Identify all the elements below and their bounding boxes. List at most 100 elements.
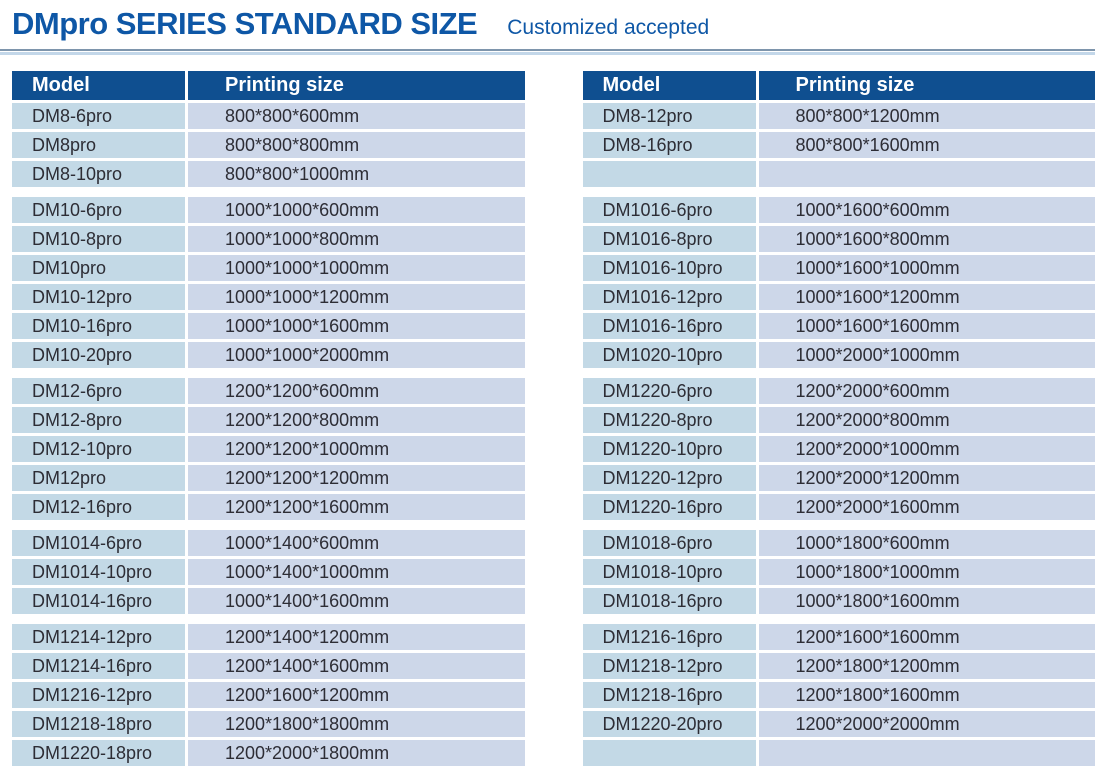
table-row: DM1020-10pro 1000*2000*1000mm [582,342,1095,368]
printing-size-cell: 1200*1800*1200mm [758,653,1095,679]
table-row: DM1218-16pro 1200*1800*1600mm [582,682,1095,708]
model-cell: DM1216-16pro [582,624,756,650]
printing-size-cell: 1000*1600*1000mm [758,255,1095,281]
page-title: DMpro SERIES STANDARD SIZE [12,6,478,41]
model-cell: DM1220-18pro [12,740,185,766]
table-row: DM1018-6pro 1000*1800*600mm [582,530,1095,556]
model-header-cell: Model [12,71,185,100]
model-cell: DM1218-18pro [12,711,185,737]
printing-size-cell: 1200*1200*600mm [188,378,525,404]
model-cell: DM1218-12pro [582,653,756,679]
model-cell: DM1220-6pro [582,378,756,404]
model-cell: DM1216-12pro [12,682,185,708]
table-row: DM1014-10pro 1000*1400*1000mm [12,559,525,585]
size-table-right: Model Printing size DM8-12pro 800*800*1200m… [582,71,1095,769]
table-row: DM1216-12pro 1200*1600*1200mm [12,682,525,708]
model-cell: DM1016-8pro [582,226,756,252]
title-divider [0,49,1095,55]
table-header-row: Model Printing size [582,71,1095,100]
model-cell: DM1220-20pro [582,711,756,737]
table-row: DM1014-16pro 1000*1400*1600mm [12,588,525,614]
table-row: DM8-12pro 800*800*1200mm [582,103,1095,129]
table-row: DM1220-20pro 1200*2000*2000mm [582,711,1095,737]
printing-size-cell: 1000*1400*600mm [188,530,525,556]
table-row: DM8pro 800*800*800mm [12,132,525,158]
printing-size-cell: 1000*1000*2000mm [188,342,525,368]
printing-size-cell: 1200*1200*800mm [188,407,525,433]
table-row: DM1018-16pro 1000*1800*1600mm [582,588,1095,614]
table-group: DM10-6pro 1000*1000*600mm DM10-8pro 1000*10… [12,197,525,368]
table-row: DM12-16pro 1200*1200*1600mm [12,494,525,520]
table-row: DM10pro 1000*1000*1000mm [12,255,525,281]
printing-size-cell: 1000*1000*1000mm [188,255,525,281]
printing-size-cell: 1000*1800*1000mm [758,559,1095,585]
table-group: DM12-6pro 1200*1200*600mm DM12-8pro 1200*12… [12,378,525,520]
printing-size-cell: 1200*2000*600mm [758,378,1095,404]
printing-size-cell: 1200*1200*1000mm [188,436,525,462]
printing-size-cell: 1200*2000*1200mm [758,465,1095,491]
table-group: DM1018-6pro 1000*1800*600mm DM1018-10pro 10… [582,530,1095,614]
table-row: DM1216-16pro 1200*1600*1600mm [582,624,1095,650]
model-cell: DM10-6pro [12,197,185,223]
table-row: DM1016-6pro 1000*1600*600mm [582,197,1095,223]
table-row [582,161,1095,187]
table-row: DM12pro 1200*1200*1200mm [12,465,525,491]
printing-size-cell: 1200*1600*1200mm [188,682,525,708]
model-cell [582,161,756,187]
model-cell: DM1218-16pro [582,682,756,708]
model-header-cell: Model [582,71,756,100]
printing-size-cell: 1000*1600*800mm [758,226,1095,252]
table-group: DM1214-12pro 1200*1400*1200mm DM1214-16pro… [12,624,525,766]
table-row: DM10-6pro 1000*1000*600mm [12,197,525,223]
table-row: DM1014-6pro 1000*1400*600mm [12,530,525,556]
model-cell: DM8pro [12,132,185,158]
table-row: DM1214-12pro 1200*1400*1200mm [12,624,525,650]
table-group: DM8-12pro 800*800*1200mm DM8-16pro 800*800*… [582,103,1095,187]
printing-size-cell: 1200*1400*1200mm [188,624,525,650]
size-table-left: Model Printing size DM8-6pro 800*800*600mm D… [12,71,525,769]
printing-size-cell: 1200*1400*1600mm [188,653,525,679]
printing-size-cell: 1000*1600*600mm [758,197,1095,223]
model-cell: DM1018-16pro [582,588,756,614]
model-cell: DM12pro [12,465,185,491]
table-row: DM12-6pro 1200*1200*600mm [12,378,525,404]
printing-size-cell [758,740,1095,766]
model-cell: DM1214-12pro [12,624,185,650]
table-row: DM1220-16pro 1200*2000*1600mm [582,494,1095,520]
printing-size-header-cell: Printing size [188,71,525,100]
model-cell: DM1018-10pro [582,559,756,585]
table-row: DM8-16pro 800*800*1600mm [582,132,1095,158]
table-row: DM1220-12pro 1200*2000*1200mm [582,465,1095,491]
printing-size-cell: 1000*1400*1600mm [188,588,525,614]
model-cell: DM8-10pro [12,161,185,187]
table-row: DM1016-8pro 1000*1600*800mm [582,226,1095,252]
printing-size-cell: 1200*1200*1200mm [188,465,525,491]
table-row: DM1218-12pro 1200*1800*1200mm [582,653,1095,679]
model-cell: DM1016-16pro [582,313,756,339]
model-cell: DM8-12pro [582,103,756,129]
model-cell: DM1018-6pro [582,530,756,556]
printing-size-cell: 800*800*1000mm [188,161,525,187]
table-row: DM1016-10pro 1000*1600*1000mm [582,255,1095,281]
divider-dark-line [0,49,1095,51]
printing-size-cell: 800*800*600mm [188,103,525,129]
table-row: DM10-8pro 1000*1000*800mm [12,226,525,252]
printing-size-cell: 1000*1800*1600mm [758,588,1095,614]
printing-size-cell [758,161,1095,187]
table-row: DM10-16pro 1000*1000*1600mm [12,313,525,339]
table-group: DM1216-16pro 1200*1600*1600mm DM1218-12pro… [582,624,1095,766]
printing-size-cell: 1200*1800*1600mm [758,682,1095,708]
printing-size-cell: 1000*1000*1200mm [188,284,525,310]
printing-size-cell: 1200*2000*1000mm [758,436,1095,462]
table-header-row: Model Printing size [12,71,525,100]
printing-size-cell: 1000*1600*1200mm [758,284,1095,310]
model-cell: DM1020-10pro [582,342,756,368]
model-cell: DM12-6pro [12,378,185,404]
printing-size-cell: 800*800*1600mm [758,132,1095,158]
divider-light-line [0,52,1095,55]
model-cell: DM12-10pro [12,436,185,462]
printing-size-cell: 800*800*1200mm [758,103,1095,129]
model-cell: DM1014-6pro [12,530,185,556]
model-cell: DM8-6pro [12,103,185,129]
printing-size-cell: 1200*2000*2000mm [758,711,1095,737]
